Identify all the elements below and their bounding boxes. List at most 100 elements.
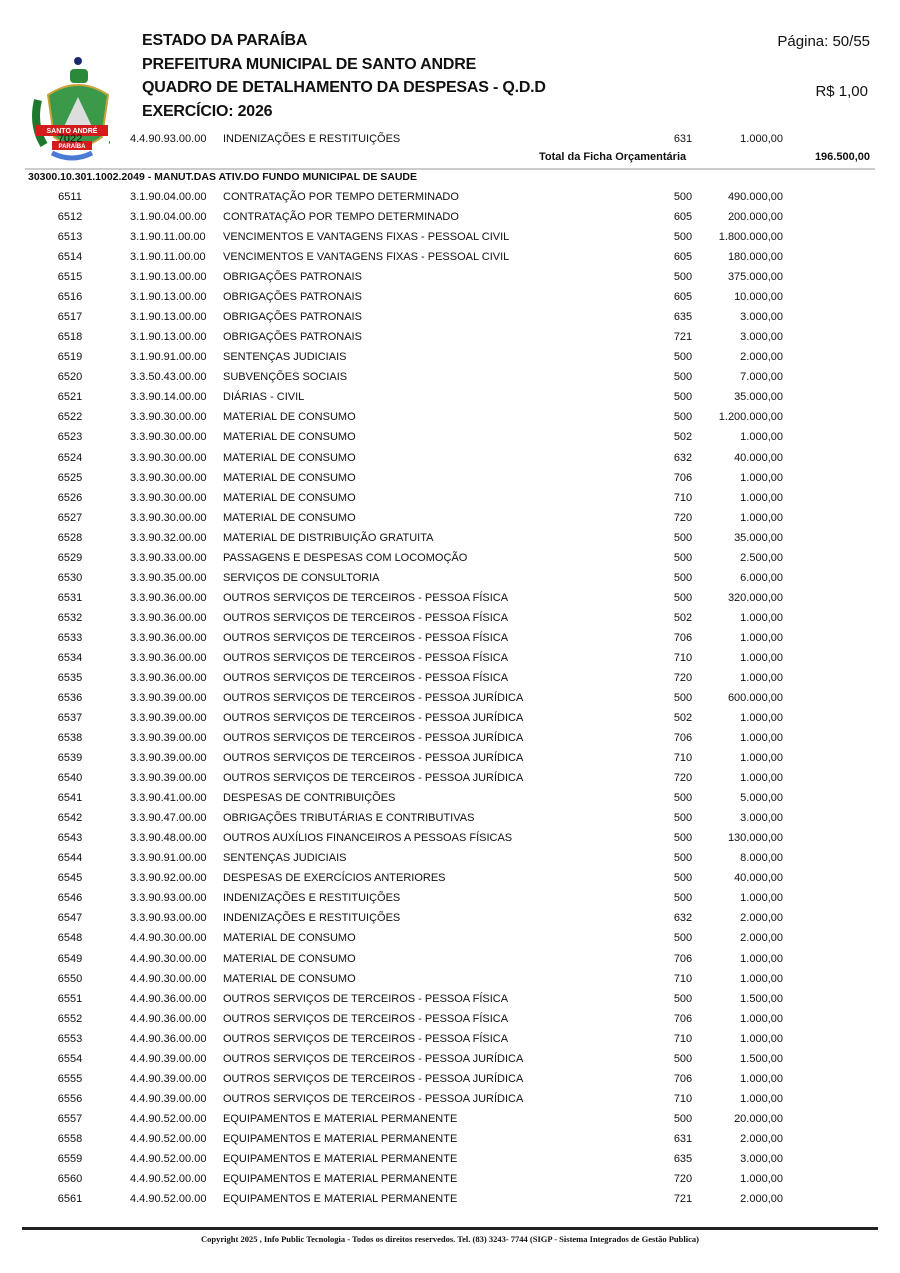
expense-description: OUTROS SERVIÇOS DE TERCEIROS - PESSOA FÍ… [223,671,509,684]
expense-code: 3.1.90.13.00.00 [130,331,207,344]
table-row: 6542 3.3.90.47.00.00 OBRIGAÇÕES TRIBUTÁRIA… [0,808,900,828]
expense-code: 3.3.90.93.00.00 [130,912,207,925]
table-row: 6513 3.1.90.11.00.00 VENCIMENTOS E VANTAGE… [0,227,900,247]
ficha-id: 6513 [57,231,83,244]
expense-code: 4.4.90.39.00.00 [130,1072,207,1085]
ficha-id: 6524 [57,451,83,464]
expense-description: OUTROS SERVIÇOS DE TERCEIROS - PESSOA FÍ… [223,1012,509,1025]
table-row: 6561 4.4.90.52.00.00 EQUIPAMENTOS E MATERI… [0,1189,900,1209]
ficha-id: 6532 [57,611,83,624]
ficha-id: 6517 [57,311,83,324]
footer-divider [22,1227,878,1230]
ficha-total-row: Total da Ficha Orçamentária 196.500,00 [0,147,900,167]
table-row: 6523 3.3.90.30.00.00 MATERIAL DE CONSUMO 50… [0,427,900,447]
expense-description: OBRIGAÇÕES PATRONAIS [223,311,362,324]
ficha-id: 6547 [57,912,83,925]
total-label: Total da Ficha Orçamentária [539,151,687,163]
amount: 2.000,00 [740,932,783,945]
amount: 600.000,00 [727,692,783,704]
amount: 1.200.000,00 [718,411,783,424]
amount: 1.000,00 [740,952,783,965]
expense-code: 4.4.90.52.00.00 [130,1193,207,1205]
table-row: 6552 4.4.90.36.00.00 OUTROS SERVIÇOS DE TE… [0,1009,900,1029]
amount: 2.000,00 [740,1193,783,1205]
header-fiscal-year: EXERCÍCIO: 2026 [142,103,273,120]
table-row: 6548 4.4.90.30.00.00 MATERIAL DE CONSUMO 50… [0,928,900,948]
ficha-id: 6550 [57,972,83,985]
expense-code: 4.4.90.36.00.00 [130,1012,207,1025]
resource-source: 500 [673,932,693,945]
resource-source: 706 [673,471,693,484]
resource-source: 502 [673,431,693,444]
expense-code: 3.3.90.92.00.00 [130,872,207,885]
table-row: 6518 3.1.90.13.00.00 OBRIGAÇÕES PATRONAIS 7… [0,327,900,347]
resource-source: 605 [673,211,693,224]
amount: 3.000,00 [740,331,783,344]
resource-source: 720 [673,1172,693,1185]
expense-description: MATERIAL DE CONSUMO [223,511,356,524]
expense-description: MATERIAL DE CONSUMO [223,451,356,464]
amount: 1.500,00 [740,1052,783,1065]
expense-code: 3.1.90.11.00.00 [130,231,206,244]
expense-description: OUTROS SERVIÇOS DE TERCEIROS - PESSOA FÍ… [223,611,509,624]
resource-source: 706 [673,732,693,745]
expense-description: OUTROS SERVIÇOS DE TERCEIROS - PESSOA JU… [223,772,524,785]
expense-description: MATERIAL DE DISTRIBUIÇÃO GRATUITA [223,531,434,544]
table-row: 6532 3.3.90.36.00.00 OUTROS SERVIÇOS DE TE… [0,608,900,628]
header-state: ESTADO DA PARAÍBA [142,32,308,49]
expense-code: 3.3.90.30.00.00 [130,511,207,524]
expense-description: DESPESAS DE CONTRIBUIÇÕES [223,792,396,805]
table-row: 6537 3.3.90.39.00.00 OUTROS SERVIÇOS DE TE… [0,708,900,728]
amount: 2.500,00 [740,551,783,564]
expense-description: CONTRATAÇÃO POR TEMPO DETERMINADO [223,191,459,203]
resource-source: 631 [673,133,693,145]
amount: 3.000,00 [740,812,783,825]
ficha-id: 6539 [57,752,83,765]
table-row: 6558 4.4.90.52.00.00 EQUIPAMENTOS E MATERI… [0,1129,900,1149]
expense-code: 4.4.90.52.00.00 [130,1152,207,1165]
expense-description: OUTROS SERVIÇOS DE TERCEIROS - PESSOA FÍ… [223,631,509,644]
ficha-id: 6519 [57,351,83,364]
table-row: 6539 3.3.90.39.00.00 OUTROS SERVIÇOS DE TE… [0,748,900,768]
resource-source: 631 [673,1132,693,1145]
expense-description: MATERIAL DE CONSUMO [223,411,356,424]
amount: 6.000,00 [740,571,783,584]
ficha-id: 6559 [57,1152,83,1165]
expense-description: OUTROS SERVIÇOS DE TERCEIROS - PESSOA FÍ… [223,591,509,604]
amount: 200.000,00 [727,211,783,224]
resource-source: 720 [673,511,693,524]
ficha-id: 6527 [57,511,83,524]
expense-code: 3.3.90.47.00.00 [130,812,207,825]
expense-code: 3.3.90.48.00.00 [130,832,207,845]
amount: 20.000,00 [734,1112,783,1125]
resource-source: 721 [673,1193,693,1205]
expense-code: 3.3.90.32.00.00 [130,531,207,544]
resource-source: 721 [673,331,693,344]
amount: 1.000,00 [740,611,783,624]
expense-code: 3.3.90.36.00.00 [130,651,207,664]
expense-code: 3.1.90.13.00.00 [130,311,207,324]
table-row: 6516 3.1.90.13.00.00 OBRIGAÇÕES PATRONAIS 6… [0,287,900,307]
amount: 180.000,00 [727,251,783,264]
ficha-id: 6526 [57,491,83,504]
ficha-id: 7022 [57,133,83,145]
table-row: 6531 3.3.90.36.00.00 OUTROS SERVIÇOS DE TE… [0,588,900,608]
amount: 1.000,00 [740,1012,783,1025]
resource-source: 500 [673,411,693,424]
table-row: 6534 3.3.90.36.00.00 OUTROS SERVIÇOS DE TE… [0,648,900,668]
table-row: 6535 3.3.90.36.00.00 OUTROS SERVIÇOS DE TE… [0,668,900,688]
ficha-id: 6553 [57,1032,83,1045]
resource-source: 706 [673,631,693,644]
ficha-id: 6544 [57,852,83,865]
expense-code: 3.1.90.11.00.00 [130,251,206,264]
expense-code: 4.4.90.39.00.00 [130,1052,207,1065]
resource-source: 500 [673,792,693,805]
expense-code: 4.4.90.36.00.00 [130,992,207,1005]
expense-description: SERVIÇOS DE CONSULTORIA [223,571,380,584]
ficha-id: 6514 [57,251,83,264]
ficha-id: 6516 [57,291,83,304]
ficha-id: 6557 [57,1112,83,1125]
expense-description: SENTENÇAS JUDICIAIS [223,852,347,865]
expense-code: 4.4.90.30.00.00 [130,972,207,985]
resource-source: 706 [673,1072,693,1085]
